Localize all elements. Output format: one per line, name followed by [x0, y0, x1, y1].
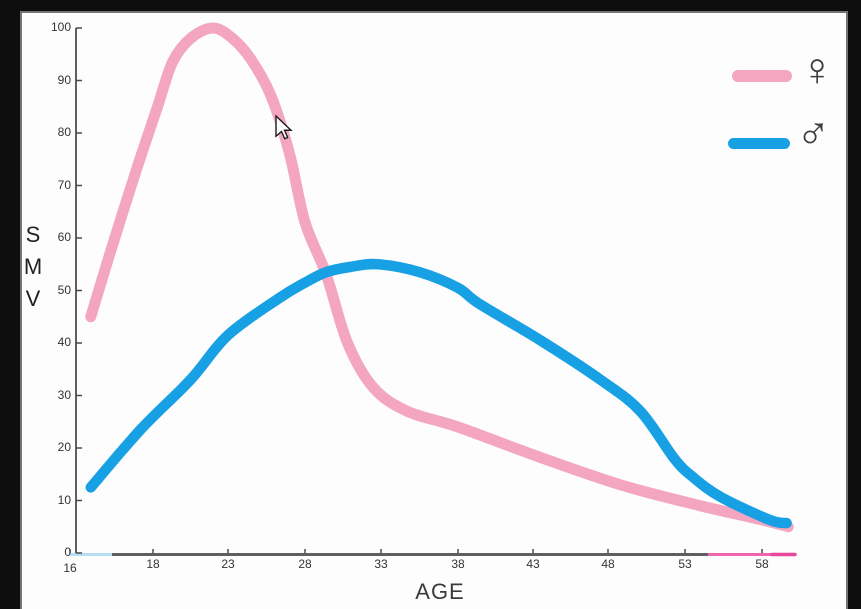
female-symbol: ♀ [800, 43, 835, 95]
male-line-swatch [728, 138, 790, 149]
x-tick-label: 48 [601, 557, 615, 571]
y-tick-label: 20 [57, 440, 71, 454]
y-tick-label: 10 [57, 492, 71, 507]
male-symbol: ♂ [796, 107, 831, 159]
x-tick-label: 58 [755, 557, 769, 571]
y-tick-label: 70 [57, 177, 71, 192]
y-tick-label: 50 [57, 282, 71, 297]
x-tick-label: 28 [298, 557, 312, 571]
x-tick-label: 38 [451, 557, 465, 571]
y-tick-label: 0 [64, 545, 71, 559]
y-tick-label: 100 [50, 20, 71, 34]
plot-area [20, 11, 848, 609]
y-tick-label: 80 [57, 125, 71, 139]
y-axis-title: SMV [23, 222, 43, 311]
x-tick-label: 23 [221, 557, 235, 571]
y-tick-label: 40 [57, 335, 71, 349]
x-tick-label: 33 [374, 557, 388, 571]
x-tick-label: 18 [146, 557, 160, 571]
y-tick-label: 90 [57, 72, 71, 87]
y-tick-label: 60 [57, 230, 71, 244]
female-line-swatch [732, 70, 792, 82]
x-tick-label: 16 [63, 561, 77, 575]
x-tick-label: 53 [678, 557, 692, 571]
x-axis-title: AGE [415, 579, 465, 604]
x-tick-label: 43 [526, 557, 540, 571]
y-tick-label: 30 [57, 387, 71, 402]
